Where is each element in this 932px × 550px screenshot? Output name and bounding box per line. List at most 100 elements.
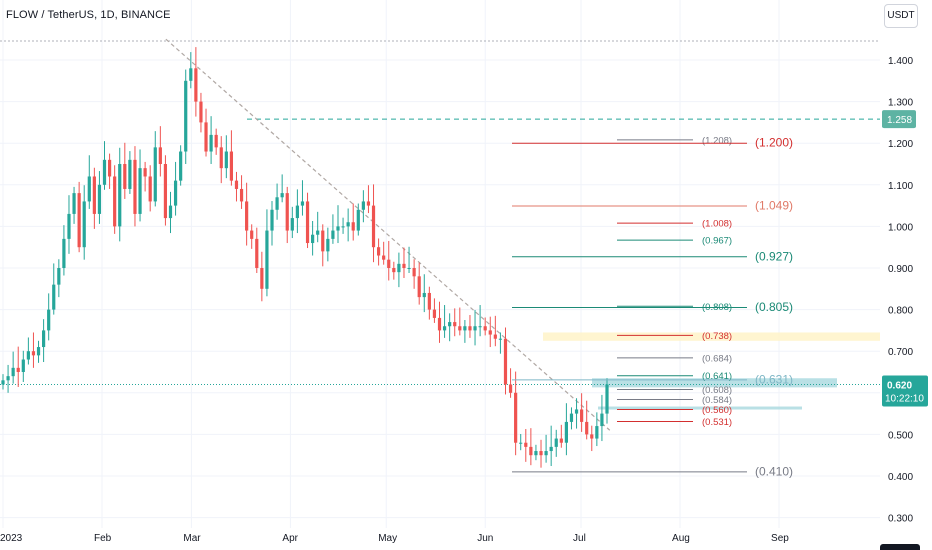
- fib-label-0.631: (0.631): [755, 372, 793, 386]
- price-axis-bg: [880, 0, 932, 550]
- candle-body: [260, 268, 264, 289]
- candle-body: [376, 247, 381, 256]
- candle-body: [554, 438, 558, 447]
- fib-label-1.2: (1.200): [755, 136, 793, 150]
- candle-body: [280, 193, 284, 198]
- level-badge: [882, 110, 916, 129]
- trend-line[interactable]: [165, 38, 611, 431]
- candle-body: [448, 322, 452, 327]
- candle-body: [519, 442, 523, 444]
- candle-body: [468, 326, 472, 331]
- candle-body: [234, 180, 239, 189]
- currency-selector[interactable]: USDT: [884, 4, 918, 28]
- fib-label-0.41: (0.410): [755, 464, 793, 478]
- x-tick-label: Aug: [672, 533, 690, 544]
- candle-body: [290, 218, 294, 231]
- yellow-zone: [543, 332, 880, 341]
- last-price-badge: [882, 375, 928, 407]
- candle-body: [564, 421, 568, 443]
- candle-body: [311, 234, 315, 244]
- x-tick-label: Jul: [573, 533, 586, 544]
- candle-body: [224, 151, 228, 169]
- fib-label-1.049: (1.049): [755, 199, 793, 213]
- y-tick-label: 0.700: [888, 347, 913, 358]
- candle-body: [82, 201, 86, 248]
- price-axis[interactable]: 1.400 1.300 1.200 1.100 1.000 0.900 0.800 0.700…: [880, 0, 932, 550]
- candle-body: [250, 230, 254, 239]
- candle-body: [255, 238, 259, 268]
- candle-body: [36, 347, 41, 356]
- candle-body: [21, 359, 25, 372]
- candle-body: [204, 122, 208, 152]
- candle-body: [407, 268, 411, 269]
- candle-body: [62, 238, 66, 268]
- y-tick-label: 1.200: [888, 139, 913, 150]
- y-tick-label: 0.300: [888, 514, 913, 525]
- candle-body: [366, 201, 371, 206]
- candle-body: [194, 68, 198, 102]
- candle-body: [498, 338, 503, 340]
- candle-body: [488, 330, 492, 335]
- candle-body: [397, 263, 401, 273]
- x-tick-label: Jun: [477, 533, 493, 544]
- candle-body: [595, 426, 599, 439]
- candle-body: [77, 193, 81, 248]
- candle-body: [47, 309, 51, 331]
- candle-body: [168, 205, 173, 219]
- bottom-panel-handle[interactable]: [880, 544, 920, 550]
- candle-body: [189, 68, 193, 81]
- candle-body: [229, 151, 234, 181]
- fib-label-1.208: (1.208): [702, 135, 732, 146]
- fib-label-0.56: (0.560): [702, 405, 732, 416]
- candle-body: [473, 326, 477, 331]
- candle-body: [326, 238, 330, 252]
- y-tick-label: 0.500: [888, 430, 913, 441]
- fib-label-0.608: (0.608): [702, 385, 732, 396]
- candle-body: [16, 367, 20, 372]
- blue-zone: [592, 378, 837, 388]
- candle-body: [580, 409, 584, 422]
- candle-body: [382, 255, 386, 260]
- fib-label-0.584: (0.584): [702, 395, 732, 406]
- blue-zone-2: [598, 406, 802, 410]
- candle-body: [605, 384, 609, 414]
- candle-body: [184, 80, 188, 152]
- fib-label-0.684: (0.684): [702, 353, 732, 364]
- candle-body: [158, 147, 162, 164]
- candle-body: [113, 176, 117, 227]
- time-axis[interactable]: 2023 Feb Mar Apr May Jun Jul Aug Sep: [0, 533, 789, 544]
- x-tick-label: May: [378, 533, 397, 544]
- candle-body: [463, 326, 467, 331]
- candle-body: [503, 338, 508, 385]
- candle-body: [179, 151, 183, 181]
- candle-body: [387, 259, 391, 268]
- candle-body: [417, 276, 421, 298]
- candle-body: [42, 330, 46, 348]
- candle-body: [321, 230, 325, 252]
- candle-body: [361, 201, 365, 210]
- candle-body: [6, 376, 10, 381]
- candle-body: [336, 226, 340, 231]
- candle-body: [214, 134, 218, 148]
- candle-body: [544, 451, 548, 456]
- candle-body: [138, 168, 142, 214]
- countdown-text: 10:22:10: [885, 393, 924, 404]
- fib-label-1.008: (1.008): [702, 219, 732, 230]
- candle-body: [351, 222, 355, 231]
- x-tick-label: 2023: [0, 533, 23, 544]
- candle-body: [508, 384, 513, 393]
- candle-body: [57, 268, 61, 285]
- fib-label-0.531: (0.531): [702, 417, 732, 428]
- fib-label-0.805: (0.805): [755, 300, 793, 314]
- candle-body: [67, 213, 71, 239]
- candle-body: [412, 268, 416, 277]
- x-tick-label: Feb: [94, 533, 112, 544]
- candle-body: [493, 334, 497, 339]
- candle-body: [346, 222, 350, 227]
- candle-body: [143, 168, 147, 177]
- candle-body: [31, 351, 36, 356]
- candle-body: [524, 442, 528, 447]
- candle-body: [316, 230, 320, 235]
- candle-body: [102, 159, 107, 185]
